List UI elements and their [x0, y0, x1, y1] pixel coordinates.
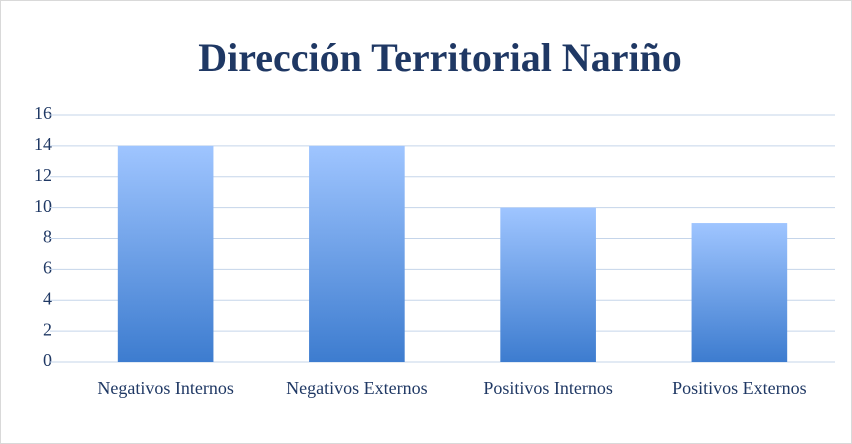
y-tick-label: 6 — [43, 258, 52, 278]
x-tick-label: Negativos Externos — [286, 378, 428, 398]
x-tick-label: Positivos Externos — [672, 378, 807, 398]
y-tick-label: 16 — [34, 103, 52, 123]
y-tick-label: 0 — [43, 350, 52, 370]
y-tick-label: 12 — [34, 165, 52, 185]
y-tick-label: 4 — [43, 288, 52, 308]
y-tick-label: 14 — [34, 134, 52, 154]
x-tick-label: Positivos Internos — [483, 378, 613, 398]
y-tick-label: 2 — [43, 319, 52, 339]
bar — [500, 207, 596, 362]
bar — [691, 223, 788, 362]
y-tick-label: 8 — [43, 227, 52, 247]
bar — [117, 145, 214, 362]
y-tick-label: 10 — [34, 196, 52, 216]
x-tick-label: Negativos Internos — [97, 378, 234, 398]
bar — [309, 145, 405, 362]
chart-title: Dirección Territorial Nariño — [198, 35, 682, 80]
